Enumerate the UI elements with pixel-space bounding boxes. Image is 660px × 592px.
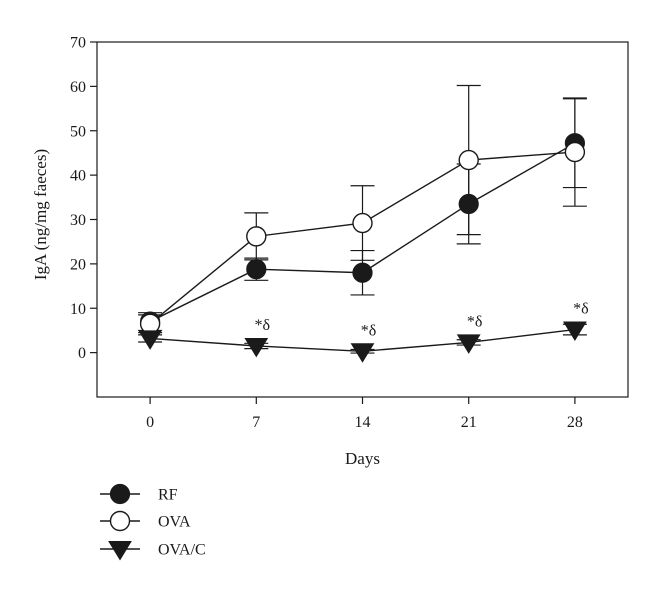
data-point-ova (564, 141, 586, 163)
data-point-ova (352, 212, 373, 234)
y-tick-label: 60 (70, 79, 86, 96)
y-tick-label: 40 (70, 168, 86, 185)
axes: 0 10 20 30 40 50 60 70 0 7 14 21 28 Days IgA (ng/mg fa… (31, 35, 629, 468)
data-point-ova (458, 149, 479, 171)
significance-annotations: *δ *δ *δ *δ (255, 301, 589, 340)
x-tick-label: 14 (355, 414, 371, 431)
data-point-rf (352, 262, 373, 283)
y-tick-label: 10 (70, 301, 86, 318)
x-tick-label: 28 (567, 414, 583, 431)
data-point-rf (246, 259, 267, 280)
data-point-ova-c (563, 321, 587, 342)
y-tick-label: 0 (78, 345, 86, 362)
data-point-rf (458, 193, 479, 215)
data-point-ova-c (244, 337, 269, 358)
legend-label-rf: RF (158, 487, 178, 504)
x-tick-label: 21 (461, 414, 477, 431)
legend-label-ova: OVA (158, 514, 191, 531)
legend-marker-ova-c (108, 541, 132, 561)
y-axis-title: IgA (ng/mg faeces) (31, 149, 50, 280)
legend-label-ova-c: OVA/C (158, 542, 206, 559)
x-tick-label: 0 (146, 414, 154, 431)
y-tick-label: 50 (70, 123, 86, 140)
y-tick-label: 30 (70, 212, 86, 229)
data-point-ova-c (350, 343, 375, 363)
annotation-label: *δ (573, 301, 589, 318)
data-point-ova-c (456, 334, 481, 354)
legend-marker-ova (109, 510, 131, 532)
x-tick-label: 7 (252, 414, 260, 431)
annotation-label: *δ (361, 322, 377, 339)
legend: RF OVA OVA/C (100, 483, 206, 561)
x-axis-title: Days (345, 449, 380, 468)
annotation-label: *δ (255, 317, 271, 334)
data-point-ova (246, 226, 267, 247)
legend-marker-rf (109, 483, 131, 505)
series-markers (138, 133, 587, 363)
annotation-label: *δ (467, 313, 483, 330)
y-tick-label: 70 (70, 35, 86, 52)
y-tick-label: 20 (70, 256, 86, 273)
data-point-ova-c (138, 330, 162, 350)
